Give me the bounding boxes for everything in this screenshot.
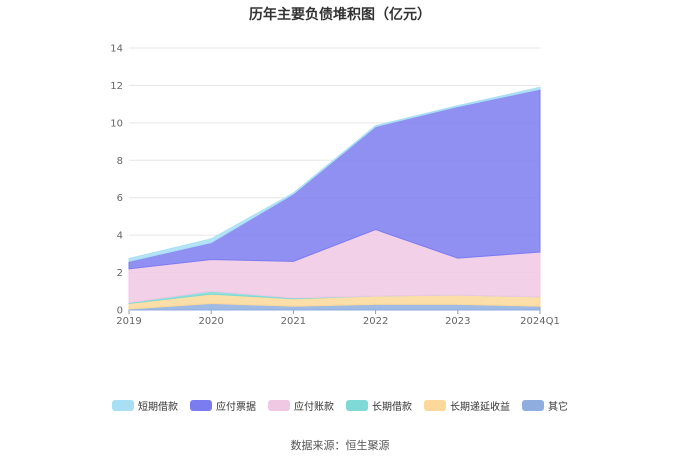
legend-item[interactable]: 应付账款 <box>268 398 334 413</box>
legend-label: 长期借款 <box>372 402 412 413</box>
legend-swatch <box>424 400 446 411</box>
area-series <box>128 88 541 270</box>
area-series <box>128 86 541 262</box>
legend-swatch <box>346 400 368 411</box>
y-tick-label: 4 <box>117 231 123 242</box>
x-tick-label: 2024Q1 <box>520 316 560 327</box>
legend-swatch <box>268 400 290 411</box>
x-tick-label: 2019 <box>116 316 141 327</box>
legend-item[interactable]: 其它 <box>522 398 568 413</box>
legend-item[interactable]: 短期借款 <box>112 398 178 413</box>
legend-swatch <box>112 400 134 411</box>
y-tick-label: 14 <box>110 44 123 55</box>
y-tick-label: 8 <box>117 156 123 167</box>
y-tick-label: 2 <box>117 268 123 279</box>
legend-label: 应付账款 <box>294 402 334 413</box>
legend-item[interactable]: 应付票据 <box>190 398 256 413</box>
legend-item[interactable]: 长期递延收益 <box>424 398 510 413</box>
legend-item[interactable]: 长期借款 <box>346 398 412 413</box>
legend-swatch <box>190 400 212 411</box>
x-tick-label: 2020 <box>198 316 223 327</box>
y-tick-label: 6 <box>117 193 123 204</box>
data-source-note: 数据来源：恒生聚源 <box>290 439 390 452</box>
chart-title: 历年主要负债堆积图（亿元） <box>249 7 431 23</box>
y-tick-label: 10 <box>110 118 123 129</box>
legend-label: 长期递延收益 <box>450 402 510 413</box>
x-tick-label: 2023 <box>445 316 470 327</box>
chart-plot: 0 2 4 6 8 10 12 14 2019 2020 2021 2022 2023 2024Q1 <box>110 44 560 328</box>
legend-label: 短期借款 <box>138 402 178 413</box>
y-tick-label: 0 <box>117 306 123 317</box>
legend-swatch <box>522 400 544 411</box>
x-tick-label: 2022 <box>363 316 388 327</box>
x-tick-label: 2021 <box>281 316 306 327</box>
legend-label: 应付票据 <box>216 402 256 413</box>
legend-label: 其它 <box>548 402 568 413</box>
y-tick-label: 12 <box>110 81 123 92</box>
chart-legend: 短期借款 应付票据 应付账款 长期借款 长期递延收益 其它 <box>0 398 680 413</box>
